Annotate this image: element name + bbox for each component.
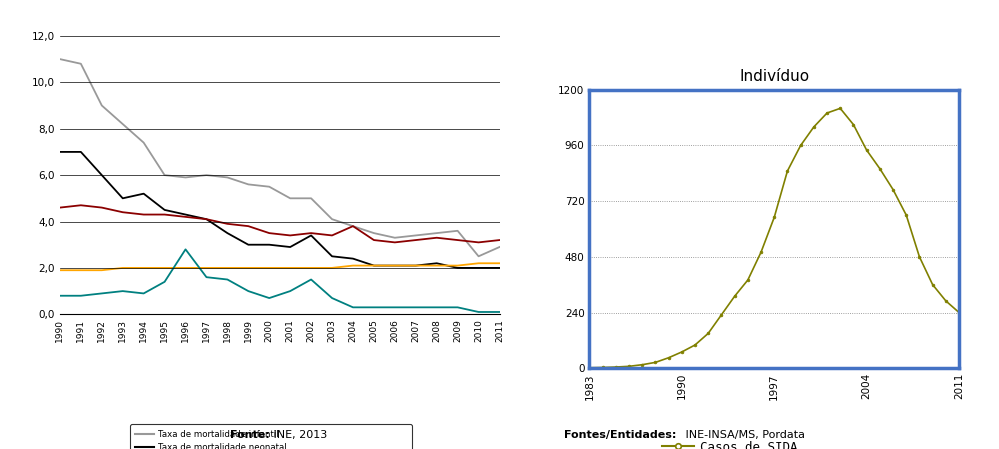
Text: Fontes/Entidades:: Fontes/Entidades:	[564, 430, 676, 440]
Text: Fonte:: Fonte:	[230, 430, 270, 440]
Legend: Taxa de mortalidade infantil, Taxa de mortalidade neonatal, Taxa de mortalidade : Taxa de mortalidade infantil, Taxa de mo…	[130, 424, 412, 449]
Legend: Casos de SIDA: Casos de SIDA	[657, 436, 802, 449]
Title: Indivíduo: Indivíduo	[739, 70, 809, 84]
Text: INE-INSA/MS, Pordata: INE-INSA/MS, Pordata	[682, 430, 805, 440]
Text: INE, 2013: INE, 2013	[270, 430, 327, 440]
